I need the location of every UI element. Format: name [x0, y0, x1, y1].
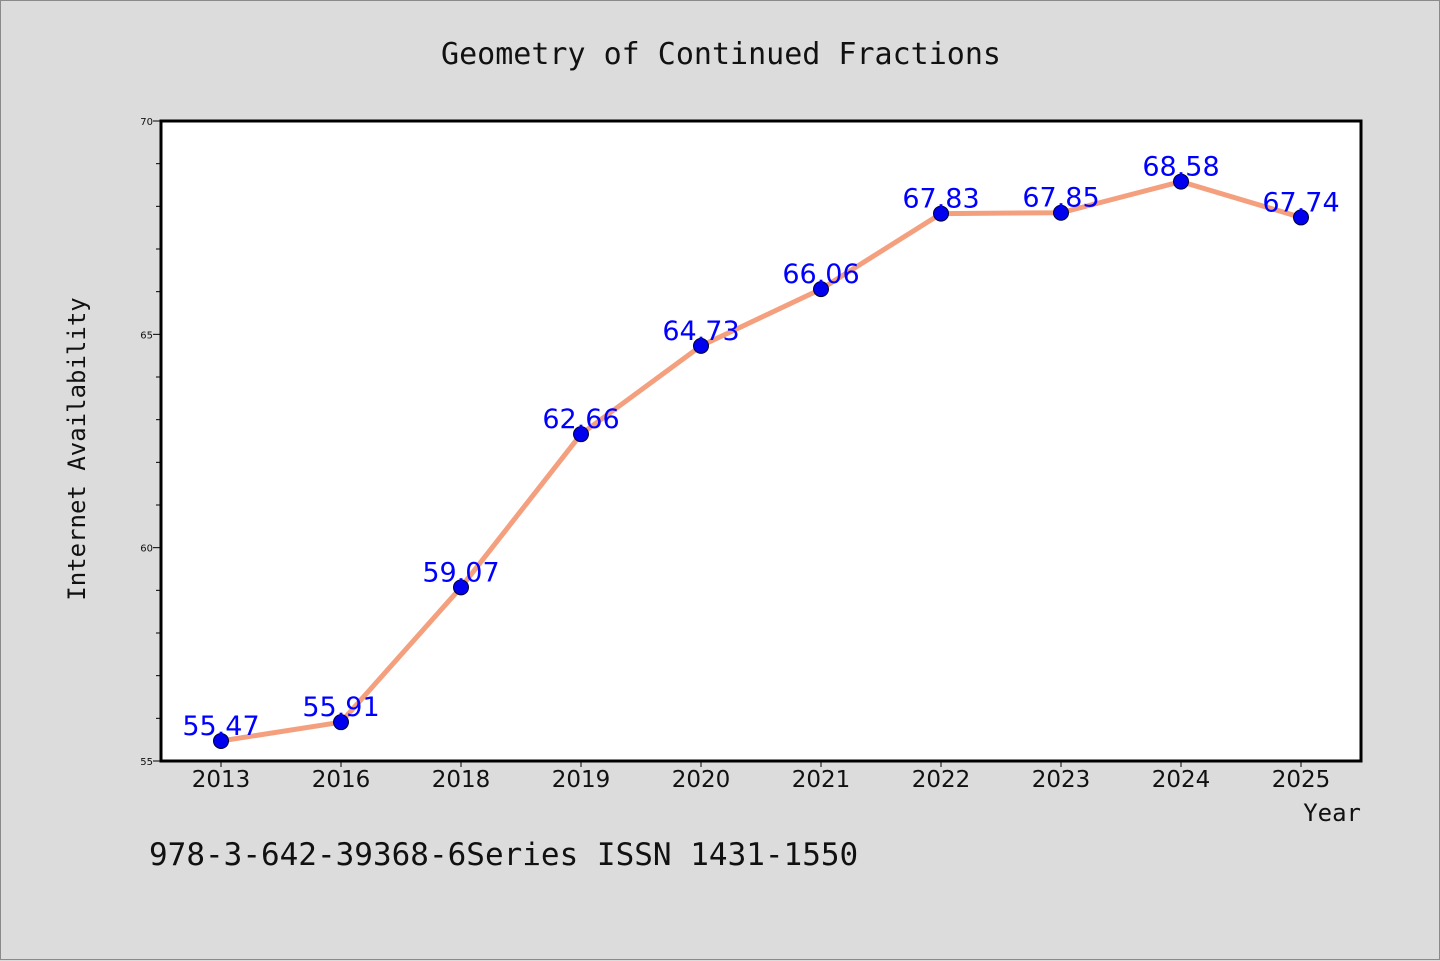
y-tick-label: 65	[140, 330, 153, 341]
y-tick-label: 60	[140, 544, 153, 555]
y-tick-label: 70	[140, 117, 153, 128]
data-label: 64.73	[662, 316, 739, 347]
data-label: 59.07	[422, 557, 499, 588]
y-tick-label: 55	[140, 757, 153, 768]
x-tick-label: 2016	[312, 767, 371, 793]
x-tick-label: 2023	[1032, 767, 1091, 793]
data-point	[813, 281, 829, 298]
data-point	[1053, 204, 1069, 221]
data-point	[1293, 209, 1309, 226]
x-tick-label: 2013	[192, 767, 251, 793]
data-label: 67.85	[1022, 183, 1099, 214]
data-point	[1173, 173, 1189, 190]
x-tick-label: 2022	[912, 767, 971, 793]
footer-text: 978-3-642-39368-6Series ISSN 1431-1550	[149, 837, 858, 873]
plot-area	[159, 119, 1363, 763]
y-axis-label: Internet Availability	[63, 297, 91, 600]
x-tick-label: 2020	[672, 767, 731, 793]
data-point	[573, 426, 589, 443]
x-tick-label: 2021	[792, 767, 851, 793]
data-label: 67.83	[902, 184, 979, 215]
data-point	[453, 579, 469, 596]
data-label: 55.47	[182, 711, 259, 742]
y-axis-ticks: 55 60 65 70	[140, 117, 161, 768]
data-point	[693, 337, 709, 354]
data-label: 55.91	[302, 692, 379, 723]
data-label: 62.66	[542, 404, 619, 435]
data-label: 67.74	[1262, 187, 1339, 218]
x-tick-label: 2025	[1272, 767, 1331, 793]
series-line	[218, 179, 1304, 744]
data-label: 68.58	[1142, 152, 1219, 183]
data-point	[933, 205, 949, 222]
data-point	[213, 732, 229, 749]
data-label: 66.06	[782, 259, 859, 290]
chart-title: Geometry of Continued Fractions	[441, 37, 1001, 72]
x-axis-ticks: 2013 2016 2018 2019 2020 2021 2022 2023 2024 2025	[192, 761, 1331, 793]
x-axis-label: Year	[1303, 799, 1361, 827]
x-tick-label: 2024	[1152, 767, 1211, 793]
data-point	[333, 714, 349, 731]
x-tick-label: 2019	[552, 767, 611, 793]
series-layer: 55.47 55.91 59.07 62.66 64.73 66.06 67.83 67.85…	[182, 152, 1340, 749]
x-tick-label: 2018	[432, 767, 491, 793]
